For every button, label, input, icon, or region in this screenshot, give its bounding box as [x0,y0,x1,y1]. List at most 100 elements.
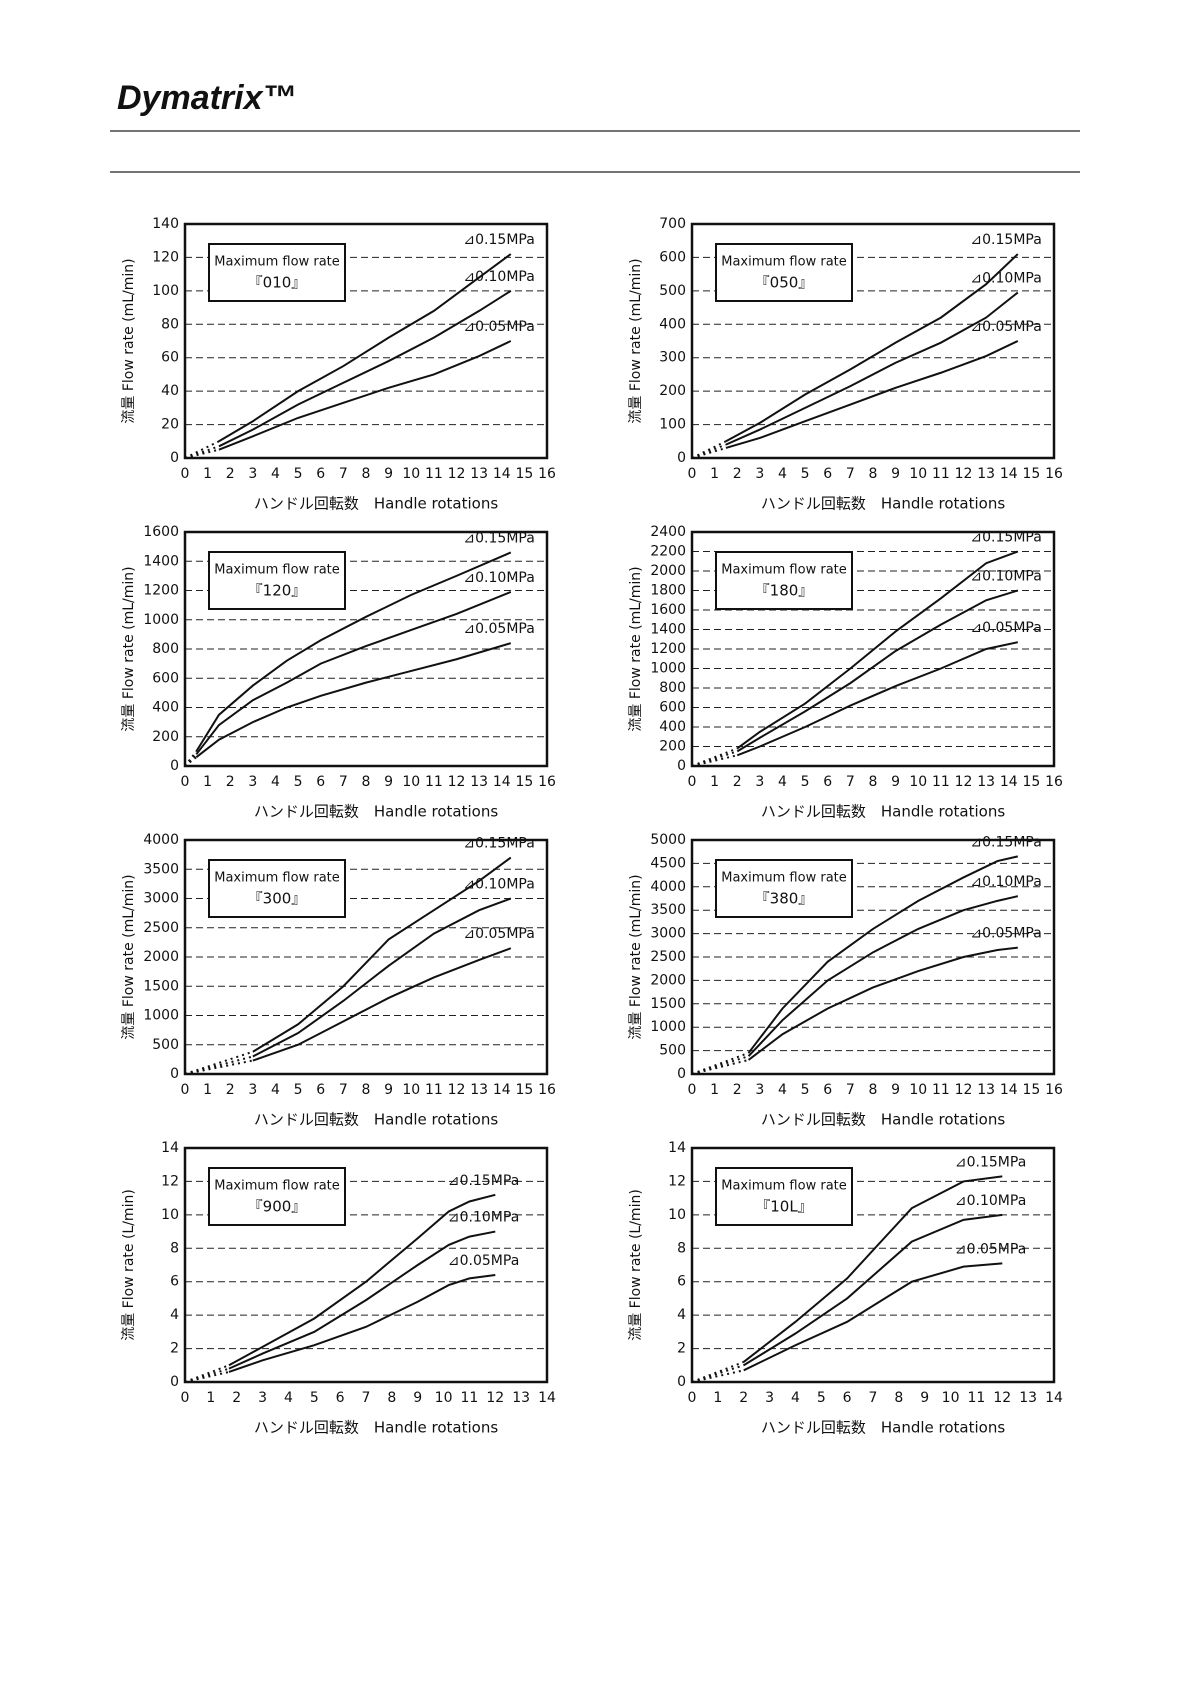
x-tick-label: 12 [955,1082,973,1098]
x-tick-label: 0 [688,466,697,482]
x-tick-label: 2 [739,1390,748,1406]
series-label: ⊿0.05MPa [463,319,534,335]
plot-frame [690,222,1056,460]
y-tick-label: 1600 [650,602,686,618]
series-label: ⊿0.15MPa [955,1154,1026,1170]
series-label: ⊿0.10MPa [970,874,1041,890]
series-label: ⊿0.15MPa [463,232,534,248]
x-tick-label: 8 [362,1082,371,1098]
x-tick-label: 12 [993,1390,1011,1406]
x-tick-label: 3 [248,774,257,790]
y-axis-title: 流量 Flow rate (mL/min) [628,258,644,423]
x-tick-label: 2 [226,774,235,790]
x-tick-label: 11 [932,1082,950,1098]
series-line [725,291,1019,446]
x-tick-label: 10 [402,466,420,482]
y-tick-label: 400 [152,700,179,716]
y-tick-label: 12 [161,1173,179,1189]
y-axis-title: 流量 Flow rate (mL/min) [121,874,137,1039]
x-tick-label: 8 [869,1082,878,1098]
plot-frame [690,530,1056,768]
series-line-dotted [184,445,220,459]
series-line [743,1262,1003,1372]
series-line-dotted [184,1059,254,1075]
y-tick-label: 2000 [650,563,686,579]
y-tick-label: 100 [152,283,179,299]
box-title: Maximum flow rate [721,1179,847,1194]
box-label: 『120』 [248,582,307,600]
x-tick-label: 0 [181,774,190,790]
x-tick-label: 5 [310,1390,319,1406]
y-tick-label: 300 [659,350,686,366]
x-tick-label: 4 [271,774,280,790]
plot-frame [183,838,549,1076]
legend-box [715,243,853,302]
y-tick-label: 2000 [143,949,179,965]
x-tick-label: 4 [284,1390,293,1406]
x-tick-label: 6 [336,1390,345,1406]
x-tick-label: 9 [920,1390,929,1406]
series-label: ⊿0.10MPa [955,1193,1026,1209]
series-line [195,591,512,755]
y-tick-label: 1000 [650,1019,686,1035]
x-tick-label: 12 [448,1082,466,1098]
legend-box [208,243,346,302]
legend-box [208,1167,346,1226]
x-tick-label: 6 [316,466,325,482]
series-line-dotted [691,747,738,767]
x-tick-label: 16 [538,1082,556,1098]
y-tick-label: 12 [668,1173,686,1189]
y-axis-title: 流量 Flow rate (mL/min) [121,566,137,731]
box-title: Maximum flow rate [214,255,340,270]
x-tick-label: 5 [801,1082,810,1098]
y-axis-title: 流量 Flow rate (mL/min) [121,258,137,423]
x-tick-label: 5 [294,774,303,790]
series-label: ⊿0.10MPa [463,269,534,285]
x-tick-label: 7 [362,1390,371,1406]
x-axis-title: ハンドル回転数 Handle rotations [761,1419,1005,1437]
y-tick-label: 1800 [650,583,686,599]
x-tick-label: 3 [765,1390,774,1406]
x-tick-label: 7 [846,774,855,790]
series-line-dotted [691,1058,749,1075]
y-tick-label: 400 [659,316,686,332]
series-line-dotted [691,754,738,767]
series-line [252,897,512,1058]
y-tick-label: 6 [677,1274,686,1290]
y-tick-label: 2 [677,1341,686,1357]
y-tick-label: 500 [152,1037,179,1053]
plot-frame [183,530,549,768]
x-tick-label: 4 [778,1082,787,1098]
x-tick-label: 14 [1000,466,1018,482]
x-tick-label: 2 [226,1082,235,1098]
x-tick-label: 14 [1045,1390,1063,1406]
x-tick-label: 4 [271,466,280,482]
y-tick-label: 8 [677,1240,686,1256]
series-line-dotted [184,1055,254,1075]
x-tick-label: 0 [181,466,190,482]
x-tick-label: 12 [448,774,466,790]
x-axis-title: ハンドル回転数 Handle rotations [761,803,1005,821]
y-tick-label: 4 [170,1307,179,1323]
x-tick-label: 2 [226,466,235,482]
x-tick-label: 1 [713,1390,722,1406]
series-line [725,340,1019,449]
x-tick-label: 10 [942,1390,960,1406]
series-label: ⊿0.10MPa [448,1210,519,1226]
x-tick-label: 14 [493,466,511,482]
x-tick-label: 8 [362,466,371,482]
x-tick-label: 11 [425,466,443,482]
x-tick-label: 5 [801,774,810,790]
x-tick-label: 7 [869,1390,878,1406]
x-tick-label: 11 [425,774,443,790]
series-line-dotted [691,1361,745,1383]
box-label: 『900』 [248,1198,307,1216]
x-tick-label: 12 [955,774,973,790]
series-line [736,550,1019,750]
x-tick-label: 3 [258,1390,267,1406]
series-line [252,856,512,1053]
x-tick-label: 15 [1022,466,1040,482]
